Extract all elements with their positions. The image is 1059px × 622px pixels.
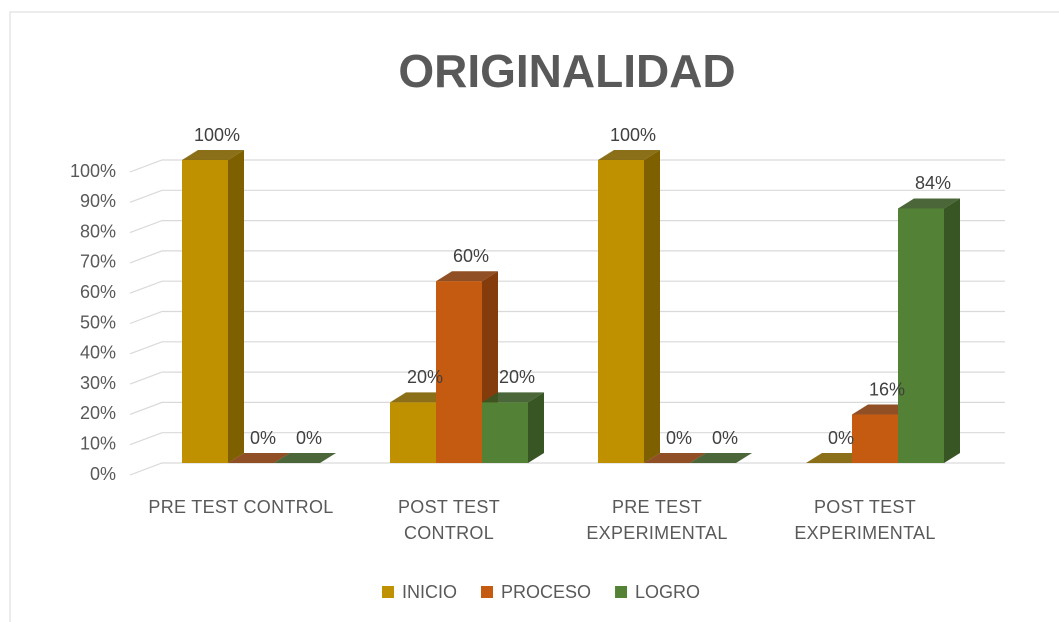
y-tick-label: 20% xyxy=(80,403,116,423)
y-tick-label: 40% xyxy=(80,343,116,363)
bar xyxy=(598,150,660,463)
y-tick-label: 80% xyxy=(80,221,116,241)
grid-line xyxy=(129,310,1005,325)
grid-line xyxy=(129,159,1005,173)
x-tick-label: POST TEST EXPERIMENTAL xyxy=(794,497,936,543)
y-tick-label: 50% xyxy=(80,312,116,332)
x-tick-label: PRE TEST EXPERIMENTAL xyxy=(586,497,728,543)
bar-face xyxy=(644,150,660,463)
bar-face xyxy=(898,208,944,463)
data-label: 0% xyxy=(712,428,738,448)
data-label: 100% xyxy=(194,125,240,145)
bar-face xyxy=(598,150,660,160)
bar xyxy=(690,453,752,463)
bar-face xyxy=(852,414,898,463)
bar xyxy=(274,453,336,463)
legend-swatch xyxy=(615,586,628,598)
y-tick-label: 60% xyxy=(80,282,116,302)
bar-face xyxy=(436,281,482,463)
x-tick-label: POST TEST CONTROL xyxy=(397,497,501,543)
data-label: 0% xyxy=(666,428,692,448)
chart-border xyxy=(9,11,1059,622)
bar-face xyxy=(482,402,528,463)
data-label: 0% xyxy=(828,428,854,448)
bar xyxy=(644,453,706,463)
bar-face xyxy=(228,453,290,463)
bar-face xyxy=(436,271,498,282)
bar-face xyxy=(598,160,644,463)
data-label: 60% xyxy=(453,246,489,266)
x-tick-label: PRE TEST CONTROL xyxy=(148,497,334,517)
grid-line xyxy=(129,220,1005,234)
data-label: 20% xyxy=(499,367,535,387)
legend-swatch xyxy=(481,586,494,598)
y-tick-label: 90% xyxy=(80,191,116,211)
grid-line xyxy=(129,432,1005,446)
bar-face xyxy=(944,198,960,464)
grid-line xyxy=(129,371,1005,385)
grid-line xyxy=(129,462,1005,476)
bar xyxy=(228,453,290,463)
bar-face xyxy=(482,392,544,403)
bar-face xyxy=(898,198,960,209)
bar-face xyxy=(390,402,436,463)
bar-face xyxy=(182,160,228,463)
grid-line xyxy=(129,250,1005,264)
bar-face xyxy=(228,150,244,463)
y-tick-label: 100% xyxy=(70,161,116,181)
bar-face xyxy=(690,453,752,463)
chart-title: ORIGINALIDAD xyxy=(398,45,735,97)
legend-label: PROCESO xyxy=(501,582,591,602)
y-tick-label: 0% xyxy=(90,464,116,484)
y-tick-label: 70% xyxy=(80,252,116,272)
legend-label: LOGRO xyxy=(635,582,700,602)
grid-line xyxy=(129,189,1005,203)
bar xyxy=(898,198,960,464)
y-tick-label: 10% xyxy=(80,433,116,453)
bar-face xyxy=(274,453,336,463)
grid-line xyxy=(129,280,1005,294)
data-label: 0% xyxy=(250,428,276,448)
bar-face xyxy=(644,453,706,463)
bar xyxy=(182,150,244,463)
grid-line xyxy=(129,401,1005,415)
data-label: 16% xyxy=(869,379,905,399)
data-label: 20% xyxy=(407,367,443,387)
bar xyxy=(482,392,544,463)
legend-swatch xyxy=(382,586,394,598)
bar-face xyxy=(528,392,544,463)
data-label: 84% xyxy=(915,173,951,193)
grid-line xyxy=(129,341,1005,355)
data-label: 0% xyxy=(296,428,322,448)
data-label: 100% xyxy=(610,125,656,145)
y-tick-label: 30% xyxy=(80,373,116,393)
legend-label: INICIO xyxy=(402,582,457,602)
bar-face xyxy=(182,150,244,160)
